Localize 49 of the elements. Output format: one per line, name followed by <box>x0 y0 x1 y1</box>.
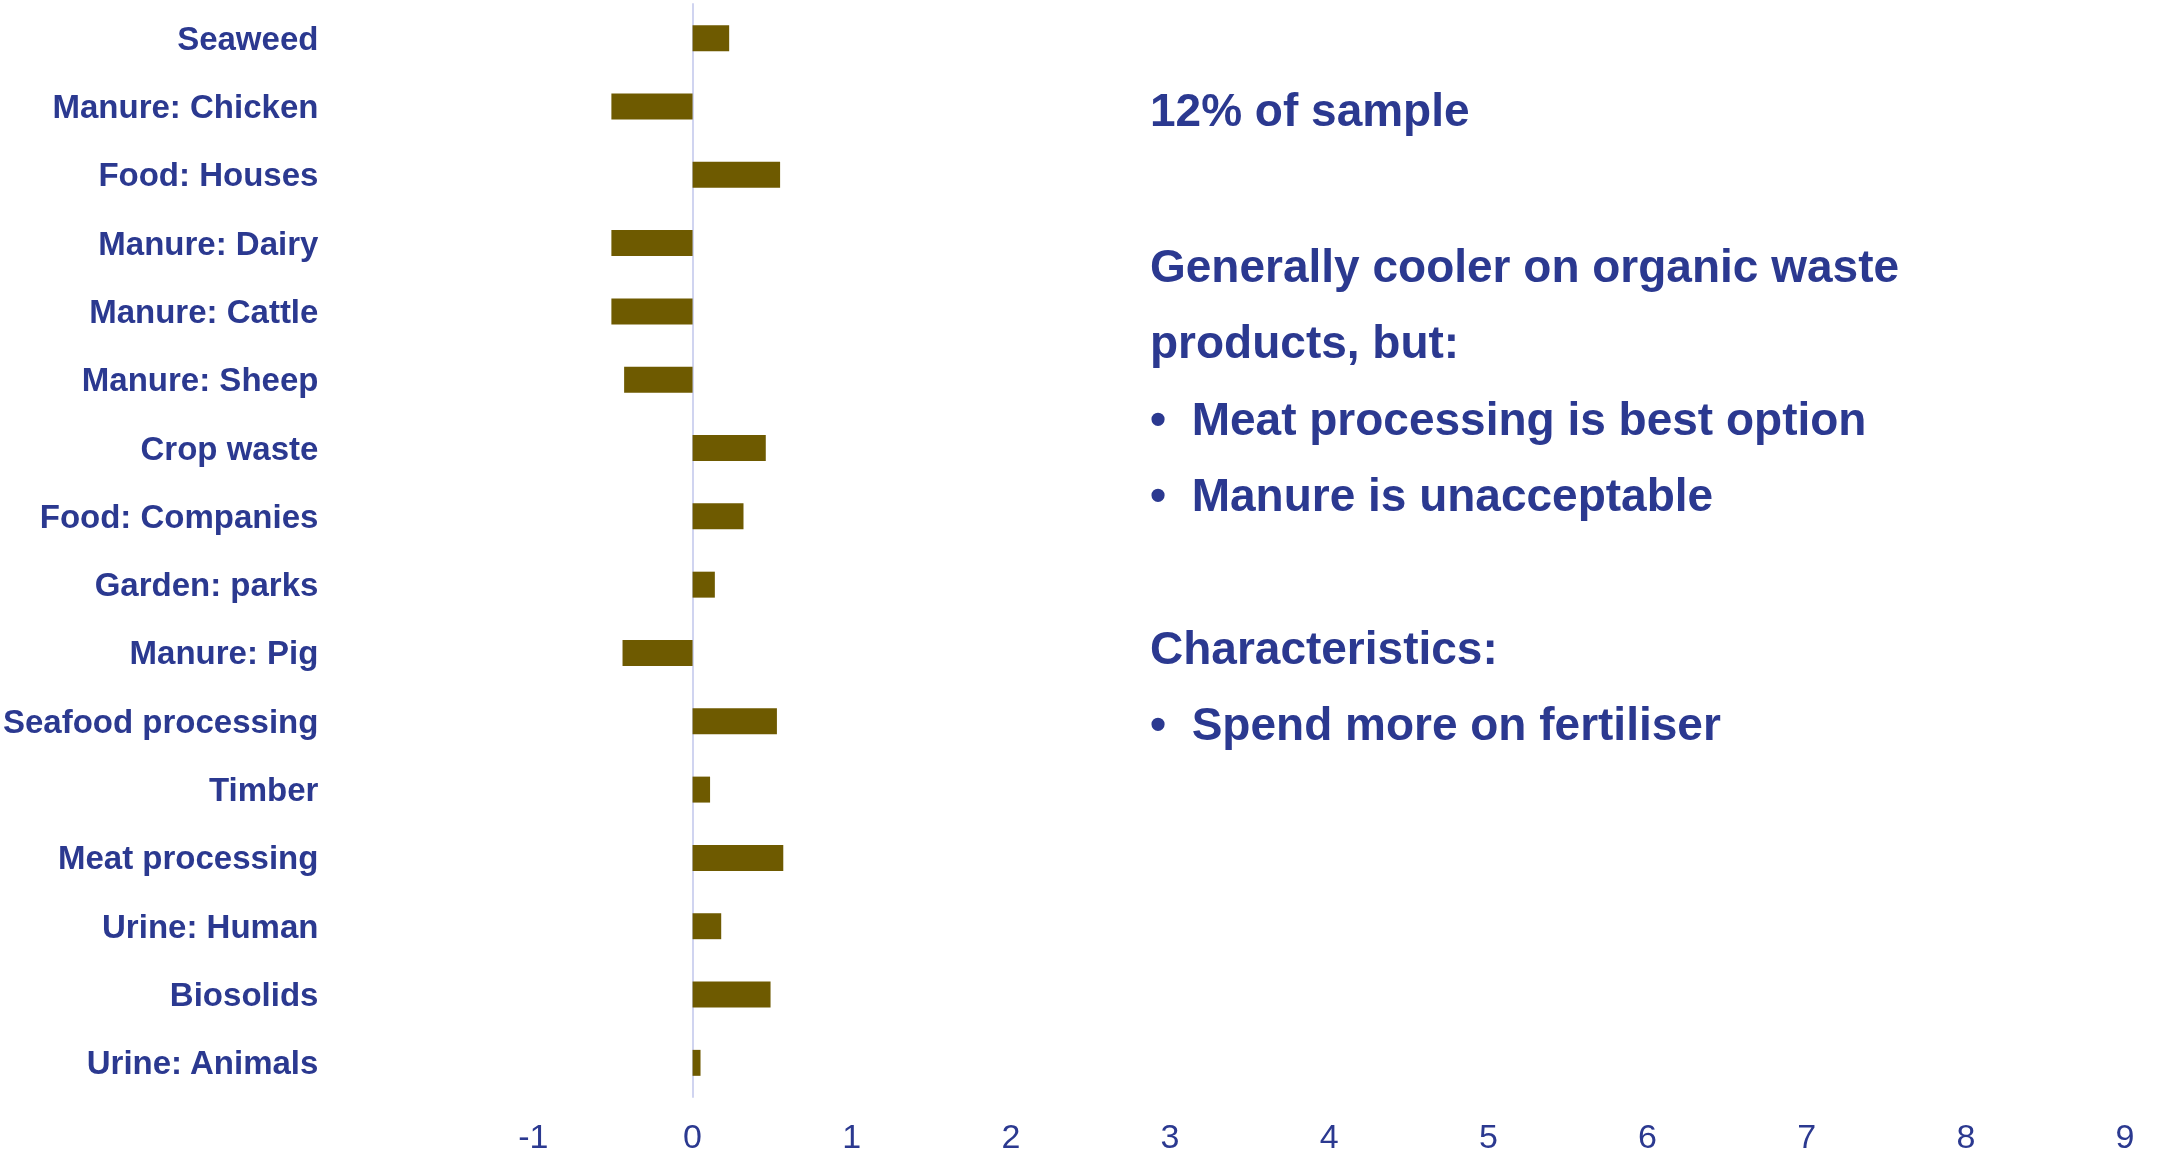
y-tick-label: Manure: Dairy <box>98 224 320 262</box>
y-tick-label: Seaweed <box>177 19 319 57</box>
bar <box>692 913 722 940</box>
bar <box>692 161 781 188</box>
bar <box>692 844 784 871</box>
y-tick-label: Manure: Pig <box>129 634 319 672</box>
bar <box>692 981 771 1008</box>
bar <box>692 1049 701 1076</box>
y-tick-label: Manure: Sheep <box>81 361 319 399</box>
bar <box>611 298 693 325</box>
bar <box>611 230 693 257</box>
bar <box>692 435 766 462</box>
bar <box>692 503 744 530</box>
annotation: 12% of sample <box>1150 84 1470 136</box>
bar <box>692 708 777 735</box>
annotation: • Manure is unacceptable <box>1150 469 1714 521</box>
x-tick-label: 5 <box>1478 1117 1498 1155</box>
y-tick-label: Manure: Cattle <box>89 292 319 330</box>
annotation: • Meat processing is best option <box>1150 393 1867 445</box>
annotation: Characteristics: <box>1150 622 1498 674</box>
x-tick-label: 3 <box>1160 1117 1180 1155</box>
y-tick-label: Urine: Human <box>102 907 319 945</box>
x-tick-label: -1 <box>518 1117 549 1155</box>
x-tick-label: 8 <box>1956 1117 1976 1155</box>
y-tick-label: Urine: Animals <box>86 1044 319 1082</box>
x-tick-label: 9 <box>2115 1117 2135 1155</box>
bar <box>622 639 693 666</box>
y-tick-label: Meat processing <box>57 839 319 877</box>
bar <box>624 366 693 393</box>
y-tick-label: Garden: parks <box>94 566 319 604</box>
x-tick-label: 0 <box>683 1117 703 1155</box>
x-tick-label: 4 <box>1319 1117 1339 1155</box>
x-tick-label: 7 <box>1797 1117 1817 1155</box>
annotation: Generally cooler on organic waste products, but: <box>1150 240 1912 368</box>
y-tick-label: Timber <box>208 771 319 809</box>
x-tick-label: 1 <box>842 1117 862 1155</box>
bar <box>692 25 730 52</box>
y-tick-label: Biosolids <box>169 976 319 1014</box>
bar <box>692 571 715 598</box>
y-tick-label: Manure: Chicken <box>52 87 319 125</box>
y-tick-label: Seafood processing <box>3 702 319 740</box>
bar <box>692 776 711 803</box>
x-tick-label: 6 <box>1638 1117 1657 1155</box>
y-tick-label: Food: Houses <box>98 156 319 194</box>
bar <box>611 93 693 120</box>
x-tick-label: 2 <box>1001 1117 1021 1155</box>
y-tick-label: Crop waste <box>140 429 319 467</box>
annotation: • Spend more on fertiliser <box>1150 698 1721 750</box>
y-tick-label: Food: Companies <box>39 497 319 535</box>
